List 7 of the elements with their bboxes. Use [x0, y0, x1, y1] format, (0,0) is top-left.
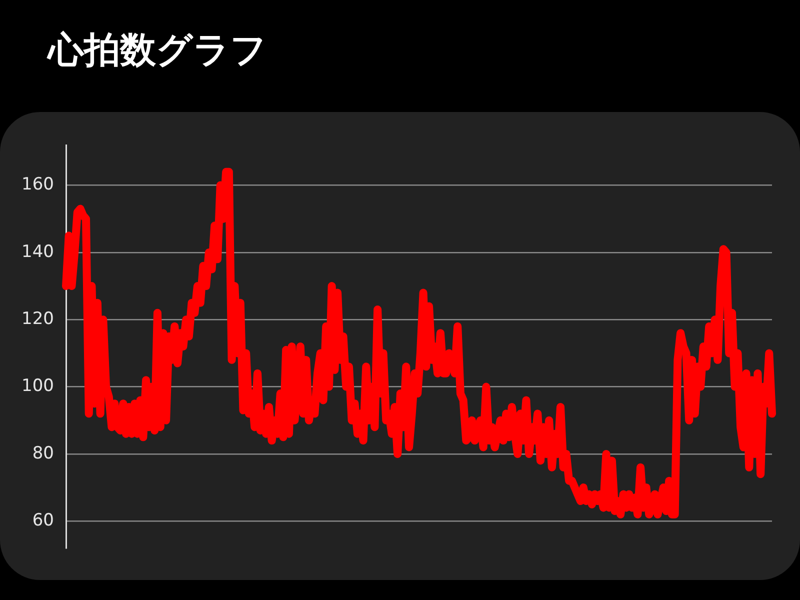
y-tick-label: 60	[32, 510, 54, 531]
y-tick-label: 120	[22, 309, 54, 330]
y-tick-label: 160	[22, 174, 54, 195]
y-tick-label: 80	[32, 443, 54, 464]
y-tick-label: 100	[22, 376, 54, 396]
y-tick-label: 140	[22, 242, 54, 262]
chart-title: 心拍数グラフ	[48, 29, 267, 73]
